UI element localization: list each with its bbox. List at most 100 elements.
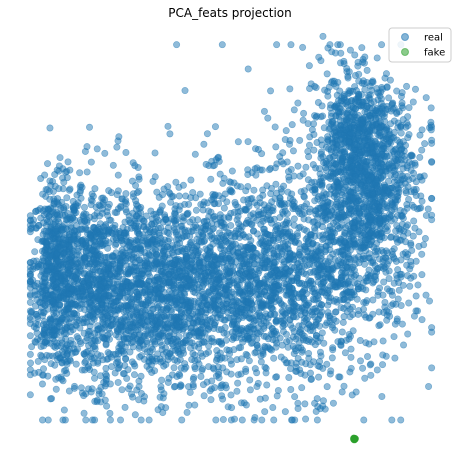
scatter-point-real bbox=[61, 416, 69, 424]
scatter-point-real bbox=[153, 188, 161, 196]
scatter-point-real bbox=[227, 209, 235, 217]
scatter-point-real bbox=[164, 122, 172, 130]
scatter-point-real bbox=[52, 280, 60, 288]
scatter-point-real bbox=[44, 160, 52, 168]
scatter-point-real bbox=[359, 244, 367, 252]
scatter-point-real bbox=[202, 278, 210, 286]
scatter-point-real bbox=[414, 281, 422, 289]
scatter-point-real bbox=[59, 165, 67, 173]
scatter-point-real bbox=[125, 270, 133, 278]
scatter-point-real bbox=[184, 283, 192, 291]
scatter-point-real bbox=[108, 363, 116, 371]
scatter-point-real bbox=[97, 352, 105, 360]
scatter-point-real bbox=[316, 272, 324, 280]
scatter-point-real bbox=[403, 204, 411, 212]
scatter-point-real bbox=[339, 173, 347, 181]
scatter-point-real bbox=[355, 204, 363, 212]
scatter-point-real bbox=[345, 330, 353, 338]
scatter-point-real bbox=[37, 272, 45, 280]
scatter-point-real bbox=[35, 368, 43, 376]
scatter-point-real bbox=[131, 271, 139, 279]
scatter-point-real bbox=[260, 332, 268, 340]
scatter-point-real bbox=[339, 318, 347, 326]
scatter-point-real bbox=[40, 329, 48, 337]
scatter-point-real bbox=[128, 282, 136, 290]
scatter-point-real bbox=[101, 396, 109, 404]
scatter-point-real bbox=[31, 338, 39, 346]
scatter-point-real bbox=[311, 224, 319, 232]
scatter-point-real bbox=[393, 87, 401, 95]
scatter-point-real bbox=[346, 228, 354, 236]
scatter-point-real bbox=[59, 211, 67, 219]
scatter-point-real bbox=[82, 300, 90, 308]
scatter-point-real bbox=[75, 251, 83, 259]
scatter-point-real bbox=[250, 186, 258, 194]
scatter-point-real bbox=[403, 162, 411, 170]
scatter-point-real bbox=[418, 146, 426, 154]
scatter-point-real bbox=[379, 351, 387, 359]
scatter-point-real bbox=[288, 190, 296, 198]
scatter-point-real bbox=[34, 221, 42, 229]
scatter-point-real bbox=[66, 185, 74, 193]
scatter-point-real bbox=[404, 183, 412, 191]
scatter-point-real bbox=[232, 334, 240, 342]
scatter-point-real bbox=[110, 298, 118, 306]
scatter-point-real bbox=[136, 330, 144, 338]
scatter-point-real bbox=[331, 308, 339, 316]
scatter-point-real bbox=[275, 295, 283, 303]
scatter-point-real bbox=[122, 190, 130, 198]
scatter-point-real bbox=[427, 104, 435, 112]
scatter-point-real bbox=[105, 200, 113, 208]
scatter-point-real bbox=[33, 312, 41, 320]
scatter-point-real bbox=[83, 168, 91, 176]
scatter-point-real bbox=[182, 192, 190, 200]
scatter-point-real bbox=[177, 281, 185, 289]
scatter-point-real bbox=[37, 343, 45, 351]
scatter-point-real bbox=[71, 257, 79, 265]
scatter-point-real bbox=[412, 292, 420, 300]
scatter-point-real bbox=[290, 215, 298, 223]
scatter-point-real bbox=[70, 203, 78, 211]
plot-area bbox=[26, 32, 436, 444]
scatter-point-real bbox=[365, 177, 373, 185]
scatter-point-real bbox=[171, 298, 179, 306]
scatter-point-real bbox=[335, 373, 343, 381]
scatter-point-real bbox=[80, 203, 88, 211]
scatter-point-real bbox=[398, 99, 406, 107]
scatter-point-real bbox=[133, 288, 141, 296]
scatter-point-real bbox=[132, 181, 140, 189]
scatter-point-real bbox=[56, 245, 64, 253]
scatter-point-real bbox=[308, 178, 316, 186]
scatter-point-real bbox=[88, 197, 96, 205]
scatter-point-real bbox=[47, 395, 55, 403]
scatter-point-real bbox=[397, 226, 405, 234]
scatter-point-real bbox=[39, 190, 47, 198]
scatter-point-real bbox=[172, 230, 180, 238]
scatter-point-real bbox=[170, 364, 178, 372]
scatter-point-real bbox=[97, 252, 105, 260]
scatter-point-real bbox=[76, 169, 84, 177]
scatter-point-real bbox=[369, 296, 377, 304]
scatter-point-real bbox=[289, 147, 297, 155]
scatter-point-real bbox=[305, 354, 313, 362]
scatter-point-real bbox=[356, 357, 364, 365]
scatter-point-real bbox=[418, 271, 426, 279]
scatter-point-real bbox=[420, 241, 428, 249]
scatter-point-real bbox=[411, 161, 419, 169]
scatter-point-real bbox=[81, 147, 89, 155]
scatter-point-real bbox=[44, 416, 52, 424]
scatter-point-real bbox=[106, 409, 114, 417]
scatter-point-real bbox=[90, 256, 98, 264]
scatter-point-real bbox=[396, 270, 404, 278]
scatter-point-real bbox=[77, 384, 85, 392]
scatter-point-real bbox=[390, 279, 398, 287]
scatter-point-real bbox=[42, 295, 50, 303]
scatter-point-real bbox=[63, 341, 71, 349]
scatter-point-real bbox=[41, 205, 49, 213]
scatter-point-real bbox=[246, 314, 254, 322]
scatter-point-real bbox=[372, 179, 380, 187]
scatter-point-real bbox=[379, 172, 387, 180]
scatter-point-real bbox=[402, 189, 410, 197]
scatter-point-real bbox=[250, 227, 258, 235]
